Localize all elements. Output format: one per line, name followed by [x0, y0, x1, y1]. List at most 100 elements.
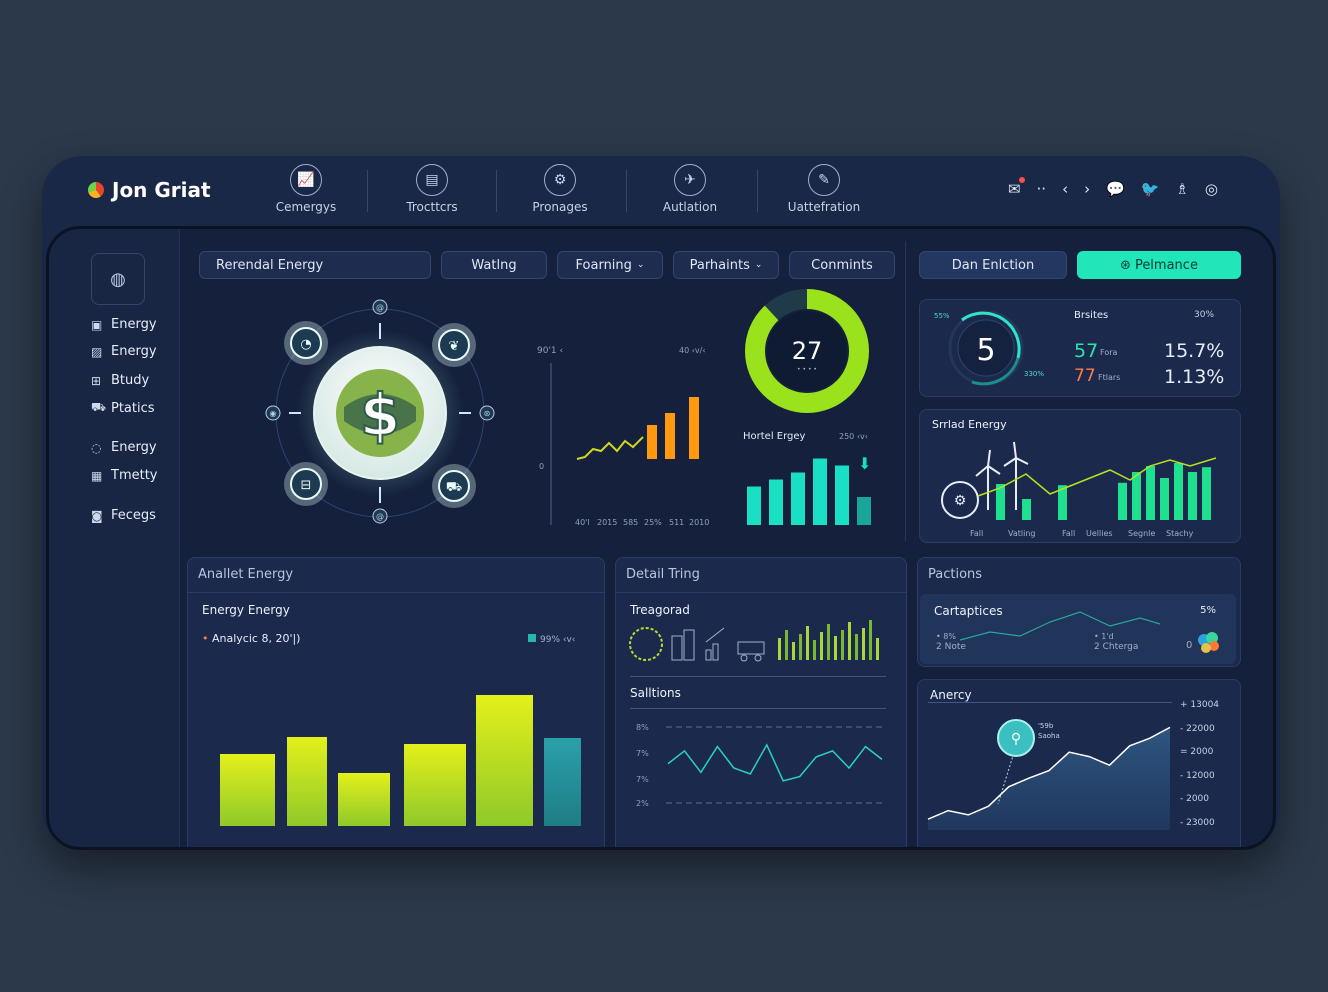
nav-item-cemergys[interactable]: 📈 Cemergys: [246, 164, 366, 214]
back-icon[interactable]: ‹: [1062, 180, 1069, 198]
x-tick: 2015: [597, 518, 617, 527]
chart-bar: [1160, 478, 1169, 520]
brand-name: Jon Griat: [112, 178, 211, 202]
solar-chart: ⚙ Fall Vatling Fall Uellies Segnle Stachy: [941, 441, 1217, 538]
settings-icon: ⊛: [1120, 257, 1131, 273]
brand[interactable]: Jon Griat: [88, 178, 211, 202]
sidebar-item-fecegs[interactable]: ◙ Fecegs: [91, 508, 156, 523]
y-tick: = 2000: [1180, 747, 1214, 758]
renewable-energy-filter[interactable]: Rerendal Energy: [199, 251, 431, 279]
detail-panel: Detail Tring Treagorad Salltions 8% 7% 7…: [615, 557, 907, 847]
svg-text:◉: ◉: [270, 409, 277, 418]
chart-bar: [647, 425, 657, 459]
sidebar-item-energy-3[interactable]: ◌ Energy: [91, 440, 157, 455]
svg-text:◔: ◔: [300, 337, 311, 352]
node-icon[interactable]: ◉: [265, 405, 281, 421]
car-icon: ⛟: [91, 400, 107, 414]
card-stat: 0: [1186, 640, 1193, 651]
gauge-value: 5: [976, 333, 995, 368]
tab-pelmance[interactable]: ⊛ Pelmance: [1077, 251, 1241, 279]
card-pct: 5%: [1200, 605, 1216, 616]
node-icon[interactable]: @: [372, 508, 388, 524]
donut-value: 27: [792, 337, 823, 365]
svg-text:@: @: [376, 303, 384, 312]
chart-bar: [544, 738, 581, 826]
card-stat: • 1'd: [1094, 632, 1114, 641]
chevron-down-icon: ⌄: [754, 260, 763, 270]
nav-item-autlation[interactable]: ✈ Autlation: [630, 164, 750, 214]
y-tick: - 23000: [1180, 817, 1215, 828]
message-icon[interactable]: ✉: [1008, 177, 1025, 198]
chat-icon[interactable]: 💬: [1106, 180, 1125, 198]
chart-bar: [1202, 467, 1211, 520]
globe-icon[interactable]: ◔: [284, 321, 328, 365]
chart-bar: [1174, 463, 1183, 520]
marker-label: Saoha: [1038, 732, 1060, 740]
chart-bar: [869, 620, 872, 660]
user-icon[interactable]: ♗: [1175, 180, 1189, 198]
chart-bar: [806, 626, 809, 660]
chart-bar: [747, 486, 761, 525]
detail-bar-chart: [778, 620, 879, 660]
svg-text:❦: ❦: [449, 339, 460, 354]
stat-label: Ftlars: [1098, 373, 1121, 382]
x-tick: 40'l: [575, 518, 590, 527]
progress-ring-icon: [629, 627, 663, 661]
analytics-panel: Anallet Energy Energy Energy • Analycic …: [187, 557, 605, 847]
leaf-icon[interactable]: ❦: [432, 323, 476, 367]
globe-icon[interactable]: ◍: [91, 253, 145, 305]
nav-item-pronages[interactable]: ⚙ Pronages: [500, 164, 620, 214]
bike-icon: ⚙: [941, 481, 979, 519]
forward-icon[interactable]: ›: [1084, 180, 1091, 198]
sidebar-item-energy-2[interactable]: ▨ Energy: [91, 344, 157, 359]
sidebar-item-energy[interactable]: ▣ Energy: [91, 317, 157, 332]
tab-dan-enlction[interactable]: Dan Enlction: [919, 251, 1067, 279]
marker-label: '59b: [1038, 722, 1054, 730]
truck-icon[interactable]: ⛟: [432, 464, 476, 508]
chart-bar: [1058, 485, 1067, 520]
nav-item-trocttcrs[interactable]: ▤ Trocttcrs: [372, 164, 492, 214]
toolbar: ✉ ·· ‹ › 💬 🐦 ♗ ◎: [1008, 177, 1218, 198]
chart-bar: [855, 634, 858, 660]
x-tick: Stachy: [1166, 529, 1194, 538]
chart-bar: [835, 465, 849, 525]
bird-icon[interactable]: 🐦: [1140, 180, 1160, 198]
sidebar-item-tmetty[interactable]: ▦ Tmetty: [91, 468, 158, 483]
node-icon[interactable]: ⊛: [479, 405, 495, 421]
truck-icon: [737, 641, 765, 662]
legend-dot-icon: •: [202, 632, 212, 645]
power-icon[interactable]: @: [372, 299, 388, 315]
foarming-dropdown[interactable]: Foarning ⌄: [557, 251, 663, 279]
hotel-title: Hortel Ergey: [743, 431, 806, 442]
nav-item-uattefration[interactable]: ✎ Uattefration: [764, 164, 884, 214]
agency-panel: Anercy ⚲ '59b Saoha + 13004 - 22000 = 20…: [917, 679, 1241, 847]
logo-icon: [88, 182, 104, 198]
x-tick: 511: [669, 518, 684, 527]
chart-bar: [813, 458, 827, 525]
settings-icon[interactable]: ◎: [1204, 180, 1218, 198]
axis-label: 90'1 ‹: [537, 346, 563, 356]
chart-bar: [799, 634, 802, 660]
chart-bar: [665, 413, 675, 459]
comments-filter[interactable]: Conmints: [789, 251, 895, 279]
sidebar-item-ptatics[interactable]: ⛟ Ptatics: [91, 400, 155, 416]
trend-line: [576, 436, 644, 460]
area-fill: [928, 727, 1170, 830]
sidebar-item-btudy[interactable]: ⊞ Btudy: [91, 373, 150, 388]
y-tick: 8%: [636, 723, 649, 732]
more-icon[interactable]: ··: [1036, 180, 1047, 198]
parhaints-dropdown[interactable]: Parhaints ⌄: [673, 251, 779, 279]
series-line: [667, 743, 883, 782]
chart-bar: [792, 642, 795, 660]
detail-icon-row: [629, 627, 765, 662]
nav-label: Pronages: [532, 200, 588, 214]
waiting-filter[interactable]: Watlng: [441, 251, 547, 279]
chart-bar: [220, 754, 275, 826]
donut-arc: [745, 289, 869, 413]
battery-icon[interactable]: ⊟: [284, 462, 328, 506]
chart-bar: [1022, 499, 1031, 520]
y-tick: 7%: [636, 749, 649, 758]
gauge: 5 55% 330%: [934, 310, 1044, 386]
cluster-icon: [1198, 632, 1219, 653]
positions-card[interactable]: Cartaptices 5% • 8% 2 Note • 1'd 2 Chter…: [920, 594, 1236, 664]
